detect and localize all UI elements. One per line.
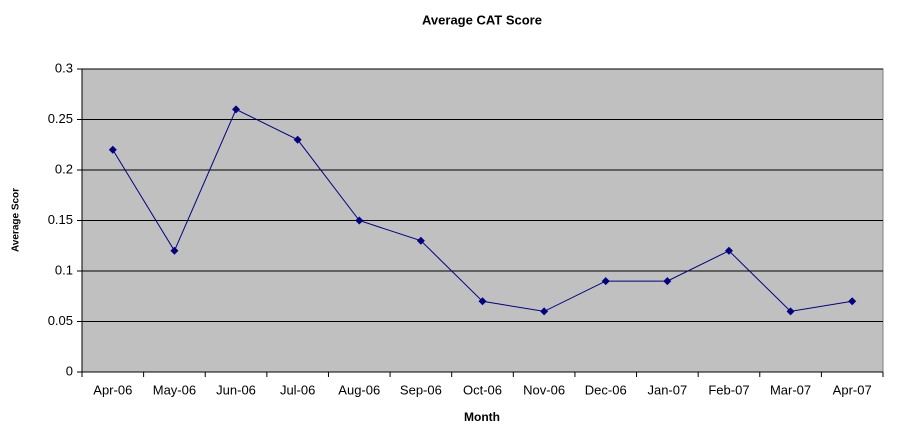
y-tick-label: 0.3: [55, 60, 73, 75]
x-tick-label: Apr-07: [833, 382, 872, 397]
y-tick-label: 0.2: [55, 161, 73, 176]
x-tick-label: Nov-06: [523, 382, 565, 397]
x-tick-label: May-06: [153, 382, 196, 397]
data-point: [416, 236, 425, 245]
y-axis-label: Average Scor: [11, 188, 22, 252]
x-tick-label: Mar-07: [770, 382, 811, 397]
data-point: [601, 277, 610, 286]
x-axis-label: Month: [464, 410, 500, 424]
x-tick-label: Apr-06: [93, 382, 132, 397]
y-tick-label: 0.15: [48, 212, 73, 227]
y-tick-label: 0.05: [48, 313, 73, 328]
data-point: [724, 246, 733, 255]
data-point: [540, 307, 549, 316]
data-point: [170, 246, 179, 255]
x-tick-label: Jun-06: [216, 382, 256, 397]
x-tick-label: Feb-07: [708, 382, 749, 397]
data-point: [848, 297, 857, 306]
y-tick-label: 0: [66, 363, 73, 378]
data-point: [232, 105, 241, 114]
y-tick-label: 0.1: [55, 262, 73, 277]
chart-title: Average CAT Score: [422, 12, 542, 27]
x-tick-label: Jan-07: [647, 382, 687, 397]
data-point: [786, 307, 795, 316]
x-tick-label: Jul-06: [280, 382, 315, 397]
data-point: [108, 145, 117, 154]
x-tick-label: Aug-06: [338, 382, 380, 397]
data-point: [293, 135, 302, 144]
data-point: [478, 297, 487, 306]
x-tick-label: Sep-06: [400, 382, 442, 397]
data-point: [663, 277, 672, 286]
y-tick-label: 0.25: [48, 111, 73, 126]
x-tick-label: Oct-06: [463, 382, 502, 397]
data-point: [355, 216, 364, 225]
x-tick-label: Dec-06: [585, 382, 627, 397]
